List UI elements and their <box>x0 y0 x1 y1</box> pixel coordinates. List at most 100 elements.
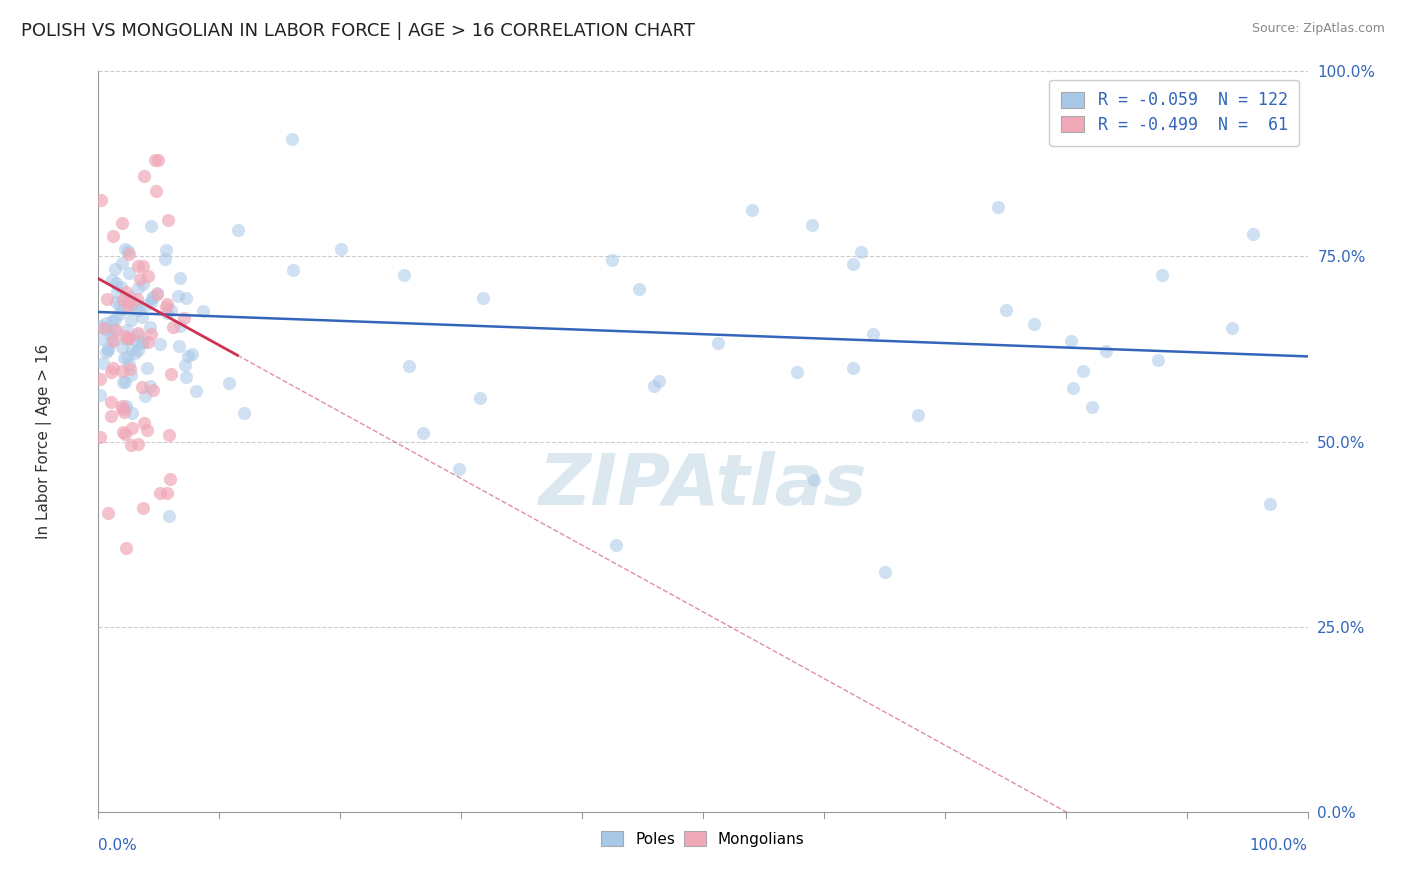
Point <box>127 343 149 357</box>
Point <box>191 303 214 318</box>
Point <box>159 472 181 486</box>
Point <box>124 333 146 347</box>
Point <box>132 416 155 430</box>
Point <box>136 268 159 283</box>
Point <box>112 351 135 366</box>
Point <box>91 356 114 370</box>
Point <box>103 323 125 337</box>
Point <box>101 229 124 244</box>
Point <box>131 380 153 394</box>
Point <box>101 273 124 287</box>
Point <box>132 277 155 291</box>
Point <box>111 399 134 413</box>
Point <box>155 252 177 266</box>
Point <box>987 200 1010 214</box>
Point <box>447 461 470 475</box>
Point <box>117 299 139 313</box>
Point <box>707 335 730 350</box>
Point <box>472 291 495 305</box>
Point <box>142 290 165 304</box>
Point <box>100 409 122 423</box>
Point <box>125 301 148 316</box>
Point <box>118 331 141 345</box>
Point <box>120 437 142 451</box>
Point <box>117 331 139 345</box>
Point <box>907 409 929 423</box>
Point <box>145 153 167 168</box>
Point <box>145 184 167 198</box>
Point <box>104 311 127 326</box>
Point <box>121 343 143 358</box>
Point <box>103 334 125 348</box>
Point <box>105 285 128 299</box>
Legend: Poles, Mongolians: Poles, Mongolians <box>592 822 814 856</box>
Point <box>97 506 120 520</box>
Point <box>118 266 141 280</box>
Point <box>177 349 200 363</box>
Point <box>139 320 162 334</box>
Point <box>112 375 135 389</box>
Point <box>280 132 302 146</box>
Point <box>162 320 184 334</box>
Point <box>412 425 434 440</box>
Point <box>114 426 136 441</box>
Point <box>94 345 117 359</box>
Point <box>800 218 823 232</box>
Point <box>159 367 181 381</box>
Point <box>156 485 179 500</box>
Point <box>104 262 127 277</box>
Point <box>122 298 145 312</box>
Text: In Labor Force | Age > 16: In Labor Force | Age > 16 <box>37 344 52 539</box>
Point <box>111 340 134 354</box>
Point <box>1024 317 1046 331</box>
Point <box>131 310 153 325</box>
Point <box>114 329 136 343</box>
Point <box>167 289 190 303</box>
Point <box>1152 268 1174 282</box>
Point <box>111 425 134 440</box>
Point <box>643 379 665 393</box>
Point <box>127 259 149 273</box>
Point <box>121 421 143 435</box>
Point <box>141 219 163 234</box>
Point <box>132 259 155 273</box>
Point <box>132 169 155 184</box>
Point <box>155 300 177 314</box>
Point <box>97 343 120 357</box>
Point <box>1147 353 1170 368</box>
Point <box>132 334 155 349</box>
Point <box>118 247 141 261</box>
Point <box>124 346 146 360</box>
Point <box>132 500 155 515</box>
Point <box>110 280 132 294</box>
Point <box>104 295 127 310</box>
Point <box>101 360 124 375</box>
Point <box>111 256 134 270</box>
Point <box>104 277 127 291</box>
Point <box>141 292 163 306</box>
Point <box>155 244 177 258</box>
Point <box>94 316 117 330</box>
Point <box>157 428 180 442</box>
Point <box>117 350 139 364</box>
Point <box>862 326 884 341</box>
Point <box>104 323 127 337</box>
Point <box>112 405 135 419</box>
Text: POLISH VS MONGOLIAN IN LABOR FORCE | AGE > 16 CORRELATION CHART: POLISH VS MONGOLIAN IN LABOR FORCE | AGE… <box>21 22 695 40</box>
Point <box>127 281 149 295</box>
Point <box>329 242 352 256</box>
Point <box>1094 344 1116 359</box>
Point <box>169 271 191 285</box>
Point <box>600 253 623 268</box>
Point <box>111 364 134 378</box>
Point <box>174 291 197 305</box>
Point <box>129 272 152 286</box>
Point <box>89 318 111 333</box>
Point <box>139 327 162 342</box>
Point <box>115 541 138 555</box>
Point <box>156 306 179 320</box>
Point <box>90 193 112 207</box>
Point <box>128 303 150 318</box>
Point <box>114 242 136 256</box>
Point <box>851 244 873 259</box>
